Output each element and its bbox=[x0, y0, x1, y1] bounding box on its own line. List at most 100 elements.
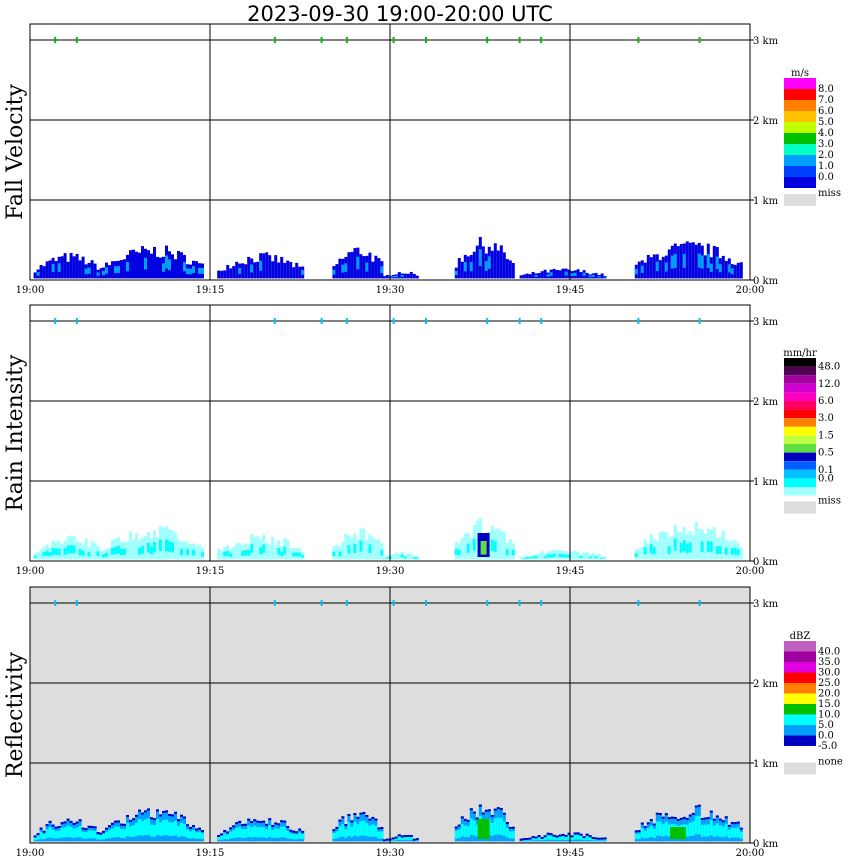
data-cell bbox=[138, 809, 141, 812]
data-cell bbox=[292, 830, 296, 833]
panel-title: Reflectivity bbox=[3, 651, 28, 778]
data-cell bbox=[268, 255, 272, 279]
data-cell bbox=[676, 532, 680, 560]
data-cell bbox=[289, 833, 293, 840]
legend-miss-label: miss bbox=[818, 188, 841, 199]
x-tick-label: 19:00 bbox=[16, 285, 45, 296]
data-cell bbox=[712, 825, 716, 837]
data-cell bbox=[475, 817, 479, 820]
data-cell bbox=[640, 828, 644, 838]
data-cell bbox=[736, 262, 740, 279]
data-cell bbox=[105, 831, 108, 839]
data-cell bbox=[721, 530, 725, 560]
data-cell bbox=[138, 252, 141, 279]
data-cell bbox=[217, 270, 221, 279]
data-cell bbox=[570, 835, 574, 838]
data-cell bbox=[108, 825, 111, 828]
x-tick-label: 19:30 bbox=[376, 285, 405, 296]
data-cell bbox=[338, 258, 342, 279]
y-tick-label: 2 km bbox=[753, 116, 779, 127]
data-cell bbox=[469, 537, 473, 560]
data-cell bbox=[96, 272, 100, 276]
data-cell bbox=[286, 830, 290, 839]
data-cell bbox=[391, 554, 395, 560]
data-cell bbox=[235, 822, 239, 825]
data-cell bbox=[540, 551, 544, 560]
data-cell bbox=[75, 821, 79, 824]
data-cell bbox=[350, 820, 354, 823]
data-cell bbox=[274, 822, 278, 825]
data-cell bbox=[531, 837, 535, 841]
data-cell bbox=[496, 817, 500, 835]
data-cell bbox=[397, 836, 401, 840]
legend-label: 12.0 bbox=[818, 379, 840, 390]
data-cell bbox=[377, 539, 381, 560]
data-cell bbox=[733, 827, 737, 838]
data-cell bbox=[543, 835, 547, 838]
data-cell bbox=[156, 818, 159, 835]
data-cell bbox=[570, 273, 574, 277]
data-cell bbox=[114, 826, 117, 838]
data-cell bbox=[403, 556, 407, 559]
data-cell bbox=[682, 253, 686, 268]
data-cell bbox=[685, 241, 689, 279]
data-cell bbox=[132, 818, 135, 821]
data-cell bbox=[295, 831, 299, 834]
data-cell bbox=[549, 835, 553, 840]
data-cell bbox=[365, 540, 369, 560]
data-cell bbox=[415, 557, 419, 559]
data-cell bbox=[286, 260, 290, 279]
data-cell bbox=[117, 820, 120, 823]
data-cell bbox=[63, 253, 67, 279]
legend-label: 0.0 bbox=[818, 172, 834, 183]
data-cell bbox=[338, 551, 342, 557]
x-tick-label: 19:15 bbox=[196, 566, 225, 577]
data-cell bbox=[153, 825, 156, 837]
data-cell bbox=[36, 835, 40, 840]
data-cell bbox=[226, 550, 230, 556]
data-cell bbox=[153, 542, 156, 553]
data-cell bbox=[709, 541, 713, 553]
data-cell bbox=[727, 829, 731, 839]
legend-swatch bbox=[784, 714, 816, 725]
data-cell bbox=[469, 808, 473, 811]
data-cell bbox=[555, 837, 559, 841]
data-cell bbox=[603, 556, 607, 560]
data-cell bbox=[709, 810, 713, 813]
data-cell bbox=[365, 262, 369, 272]
data-cell bbox=[138, 548, 141, 555]
data-cell bbox=[277, 547, 281, 555]
data-cell bbox=[63, 548, 67, 555]
data-cell bbox=[582, 836, 586, 839]
data-cell bbox=[655, 821, 659, 836]
data-cell bbox=[394, 838, 398, 841]
data-cell bbox=[135, 822, 138, 837]
data-cell bbox=[676, 819, 680, 822]
data-cell bbox=[525, 273, 529, 279]
data-cell bbox=[192, 825, 195, 828]
data-cell bbox=[525, 557, 529, 559]
data-cell bbox=[132, 540, 135, 560]
top-marker bbox=[698, 318, 701, 324]
data-cell bbox=[159, 814, 162, 817]
data-cell bbox=[99, 268, 103, 279]
data-cell bbox=[380, 266, 384, 274]
data-cell bbox=[380, 831, 384, 839]
data-cell bbox=[499, 808, 503, 811]
data-cell bbox=[238, 542, 242, 560]
data-cell bbox=[60, 822, 64, 825]
data-cell bbox=[81, 550, 85, 556]
data-cell bbox=[265, 829, 269, 838]
data-cell bbox=[676, 246, 680, 279]
data-cell bbox=[362, 256, 366, 279]
data-cell bbox=[162, 810, 165, 813]
data-cell bbox=[400, 835, 404, 838]
data-cell bbox=[72, 545, 76, 554]
data-cell bbox=[496, 528, 500, 560]
data-cell bbox=[540, 837, 544, 840]
data-cell bbox=[558, 553, 562, 558]
data-cell bbox=[168, 813, 171, 816]
data-cell bbox=[90, 541, 94, 560]
data-cell bbox=[332, 829, 336, 832]
data-cell bbox=[475, 824, 479, 837]
